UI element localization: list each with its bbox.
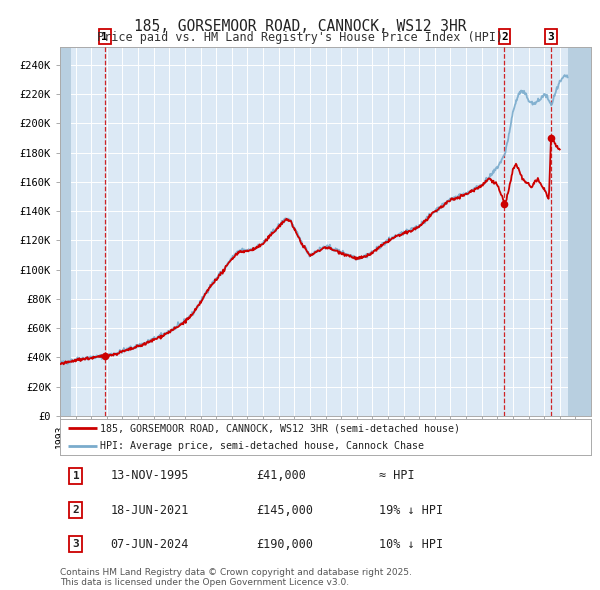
Text: £145,000: £145,000	[256, 503, 313, 517]
Text: £41,000: £41,000	[256, 470, 307, 483]
Text: 3: 3	[73, 539, 79, 549]
Text: £190,000: £190,000	[256, 537, 313, 550]
Text: 3: 3	[548, 32, 554, 42]
Text: 10% ↓ HPI: 10% ↓ HPI	[379, 537, 443, 550]
Text: 13-NOV-1995: 13-NOV-1995	[110, 470, 189, 483]
Text: HPI: Average price, semi-detached house, Cannock Chase: HPI: Average price, semi-detached house,…	[100, 441, 424, 451]
Text: ≈ HPI: ≈ HPI	[379, 470, 414, 483]
Text: 18-JUN-2021: 18-JUN-2021	[110, 503, 189, 517]
Text: 2: 2	[501, 32, 508, 42]
Text: 2: 2	[73, 505, 79, 515]
Text: Price paid vs. HM Land Registry's House Price Index (HPI): Price paid vs. HM Land Registry's House …	[97, 31, 503, 44]
Text: 19% ↓ HPI: 19% ↓ HPI	[379, 503, 443, 517]
Text: 1: 1	[73, 471, 79, 481]
Text: Contains HM Land Registry data © Crown copyright and database right 2025.
This d: Contains HM Land Registry data © Crown c…	[60, 568, 412, 587]
Text: 185, GORSEMOOR ROAD, CANNOCK, WS12 3HR: 185, GORSEMOOR ROAD, CANNOCK, WS12 3HR	[134, 19, 466, 34]
Text: 07-JUN-2024: 07-JUN-2024	[110, 537, 189, 550]
Text: 1: 1	[101, 32, 108, 42]
Text: 185, GORSEMOOR ROAD, CANNOCK, WS12 3HR (semi-detached house): 185, GORSEMOOR ROAD, CANNOCK, WS12 3HR (…	[100, 423, 460, 433]
